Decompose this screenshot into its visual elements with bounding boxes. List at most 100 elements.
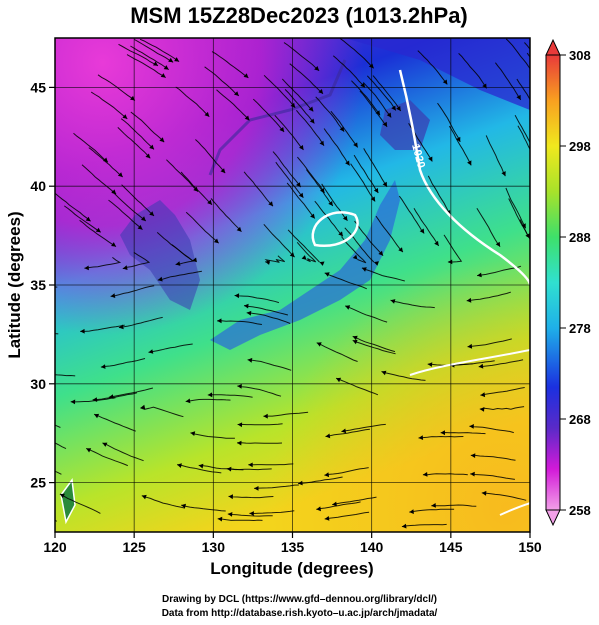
- streamline: [248, 463, 294, 466]
- streamline: [344, 227, 375, 263]
- streamline: [443, 234, 463, 263]
- streamline-arrowhead: [263, 413, 268, 419]
- colorbar-min-arrow: [545, 509, 561, 527]
- streamline-arrowhead: [341, 428, 347, 434]
- streamline-arrowhead: [20, 406, 25, 411]
- data-credit: Data from http://database.rish.kyoto–u.a…: [161, 608, 438, 619]
- streamline-arrowhead: [141, 494, 147, 500]
- streamline-arrowhead: [481, 490, 487, 496]
- streamline-arrowhead: [217, 318, 222, 324]
- streamline: [341, 236, 367, 264]
- streamline: [437, 102, 461, 143]
- streamline: [108, 387, 154, 398]
- streamline: [316, 342, 358, 362]
- streamline: [207, 394, 253, 398]
- streamline: [381, 371, 426, 381]
- streamline-arrowhead: [141, 216, 146, 221]
- streamline-arrowhead: [102, 442, 108, 447]
- streamline: [314, 200, 344, 237]
- streamline-arrowhead: [308, 106, 314, 112]
- streamline-arrowhead: [428, 156, 433, 162]
- streamline-arrowhead: [456, 136, 461, 142]
- streamline-arrowhead: [370, 196, 376, 202]
- streamline-arrowhead: [360, 82, 365, 88]
- streamline: [274, 114, 304, 151]
- streamline-arrowhead: [198, 463, 204, 469]
- streamline: [345, 305, 388, 323]
- streamline-arrowhead: [213, 238, 219, 244]
- streamline-arrowhead: [163, 65, 169, 70]
- streamline-arrowhead: [190, 431, 196, 436]
- streamline: [528, 146, 530, 150]
- streamline: [177, 464, 222, 474]
- streamline-arrowhead: [318, 89, 323, 94]
- streamline: [427, 175, 451, 216]
- streamline-arrowhead: [391, 105, 396, 111]
- streamline-arrowhead: [298, 192, 304, 198]
- streamline: [243, 171, 274, 207]
- streamline-arrowhead: [207, 199, 212, 205]
- streamline-arrowhead: [204, 111, 210, 117]
- streamline-arrowhead: [268, 201, 273, 207]
- streamline: [517, 125, 530, 151]
- streamline: [118, 43, 159, 67]
- streamline-arrowhead: [409, 509, 414, 514]
- streamline-arrowhead: [477, 272, 482, 278]
- streamline-arrowhead: [70, 399, 76, 405]
- x-tick-label: 145: [439, 539, 463, 555]
- streamline-arrowhead: [21, 454, 26, 458]
- streamline-arrowhead: [130, 95, 135, 101]
- streamline: [362, 82, 392, 118]
- streamline-arrowhead: [59, 493, 65, 499]
- streamline-arrowhead: [427, 362, 433, 367]
- streamline-arrowhead: [466, 297, 472, 303]
- streamline-arrowhead: [159, 137, 165, 143]
- streamline: [306, 169, 334, 207]
- colorbar-tick-label: 278: [569, 321, 591, 336]
- streamline-arrowhead: [352, 335, 358, 341]
- streamline: [171, 244, 195, 265]
- y-tick-label: 35: [30, 277, 46, 293]
- streamline: [90, 91, 128, 120]
- streamline: [469, 425, 514, 434]
- streamline: [281, 78, 314, 112]
- streamline: [519, 219, 530, 241]
- streamline-arrowhead: [381, 370, 387, 376]
- streamline: [361, 267, 405, 282]
- streamline-arrowhead: [345, 160, 350, 166]
- streamline-arrowhead: [122, 114, 128, 119]
- isobar-contour-closed: [311, 211, 359, 248]
- streamline: [73, 132, 109, 163]
- streamline: [263, 411, 309, 417]
- streamline-arrowhead: [80, 328, 85, 334]
- streamline-arrowhead: [501, 171, 506, 177]
- streamline: [227, 513, 273, 517]
- streamline: [398, 195, 425, 234]
- streamline: [283, 42, 320, 72]
- streamline-arrowhead: [237, 440, 242, 446]
- streamline-arrowhead: [157, 276, 163, 282]
- streamline-arrowhead: [390, 299, 396, 304]
- streamline-arrowhead: [419, 228, 425, 234]
- streamline-arrowhead: [299, 145, 304, 150]
- streamline: [324, 272, 368, 290]
- streamline: [359, 90, 388, 128]
- streamline: [141, 495, 186, 509]
- streamline: [108, 199, 143, 230]
- streamline: [470, 454, 516, 461]
- streamline: [505, 187, 527, 229]
- streamline-arrowhead: [320, 188, 325, 193]
- streamline: [458, 53, 488, 89]
- streamline-arrowhead: [145, 153, 151, 159]
- streamline: [422, 473, 468, 476]
- streamline: [198, 464, 244, 471]
- streamline-arrowhead: [396, 106, 401, 111]
- streamline: [134, 39, 174, 63]
- streamline: [409, 508, 455, 513]
- x-tick-label: 120: [43, 539, 67, 555]
- streamline-arrowhead: [324, 472, 330, 478]
- streamline-arrowhead: [175, 261, 181, 266]
- streamline-arrowhead: [325, 433, 331, 439]
- streamline-arrowhead: [244, 303, 249, 309]
- streamline: [236, 442, 283, 444]
